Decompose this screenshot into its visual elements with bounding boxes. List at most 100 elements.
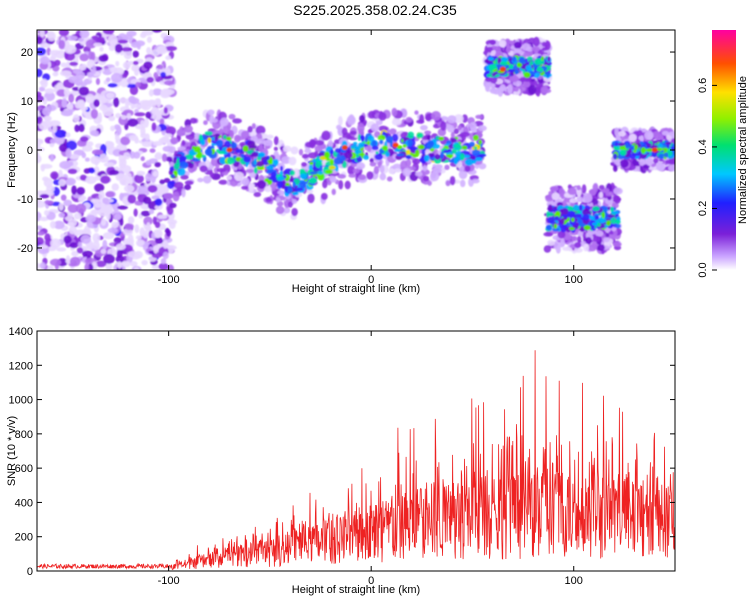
spectrogram-blob [46, 185, 55, 193]
spectrogram-blob [348, 173, 357, 178]
spectrogram-blob [567, 187, 577, 195]
spectrogram-blob [363, 154, 370, 160]
spectrogram-blob [416, 119, 425, 124]
snr-y-tick-label: 600 [15, 463, 33, 475]
spectrogram-blob [145, 173, 152, 182]
spectrogram-blob [79, 174, 87, 181]
spectrogram-blob [495, 46, 502, 56]
spectrogram-blob [596, 222, 601, 227]
colorbar-label: Normalized spectral amplitude [737, 76, 749, 224]
spectrogram-blob [80, 136, 89, 142]
spectrogram-blob [37, 142, 41, 148]
spectrogram-blob [146, 76, 154, 83]
spectrogram-blob [68, 93, 75, 103]
snr-x-tick-label: 100 [565, 575, 583, 587]
spectrogram-blob [153, 245, 159, 254]
spectrogram-blob [217, 151, 226, 155]
spectrogram-blob [170, 174, 175, 178]
spectrogram-blob [543, 232, 553, 237]
spectrogram-blob [382, 145, 388, 151]
spectrogram-y-tick-label: 20 [21, 47, 33, 59]
spectrogram-blob [110, 125, 116, 132]
spectrogram-blob [65, 35, 78, 41]
spectrogram-blob [107, 83, 118, 88]
spectrogram-blob [288, 156, 297, 166]
spectrogram-blob [615, 134, 620, 141]
spectrogram-blob [291, 207, 298, 217]
spectrogram-blob [100, 248, 107, 254]
spectrogram-blob [634, 144, 639, 151]
spectrogram-blob [317, 170, 324, 175]
spectrogram-blob [134, 224, 140, 234]
spectrogram-blob [478, 139, 482, 145]
spectrogram-blob [65, 255, 71, 265]
spectrogram-blob [98, 190, 105, 201]
spectrogram-blob [453, 157, 459, 165]
spectrogram-blob [86, 242, 94, 251]
spectrogram-blob [562, 246, 572, 251]
spectrogram-blob [299, 173, 308, 180]
spectrogram-blob [463, 154, 471, 159]
spectrogram-blob [422, 165, 428, 172]
spectrogram-blob [379, 172, 387, 181]
spectrogram-blob [346, 158, 353, 163]
spectrogram-blob [205, 159, 210, 168]
spectrogram-blob [67, 168, 78, 175]
spectrogram-blob [67, 204, 79, 213]
spectrogram-blob [273, 136, 279, 146]
spectrogram-blob [126, 83, 137, 88]
spectrogram-blob [486, 73, 493, 78]
spectrogram-blob [322, 180, 328, 189]
spectrogram-blob [60, 110, 73, 117]
spectrogram-blob [94, 183, 105, 192]
spectrogram-blob [173, 170, 178, 174]
spectrogram-blob [321, 130, 331, 141]
spectrogram-blob [82, 250, 93, 258]
spectrogram-blob [344, 180, 351, 190]
spectrogram-blob [407, 138, 413, 147]
spectrogram-blob [270, 171, 277, 179]
spectrogram-blob [317, 172, 325, 181]
spectrogram-blob [99, 104, 108, 111]
spectrogram-blob [489, 88, 498, 94]
spectrogram-blob [76, 247, 84, 254]
spectrogram-blob [595, 230, 604, 237]
spectrogram-blob [280, 165, 284, 172]
spectrogram-blob [127, 216, 135, 224]
spectrogram-blob [346, 115, 356, 126]
spectrogram-blob [255, 138, 266, 145]
spectrogram-blob [37, 236, 44, 246]
spectrogram-blob [247, 125, 253, 133]
spectrogram-blob [37, 262, 41, 269]
spectrogram-blob [264, 185, 272, 193]
spectrogram-blob [460, 131, 470, 138]
spectrogram-blob [269, 182, 277, 192]
spectrogram-blob [204, 131, 213, 136]
spectrogram-blob [143, 118, 149, 128]
snr-x-tick-label: -100 [158, 575, 180, 587]
spectrogram-blob [374, 153, 384, 161]
spectrogram-blob [193, 146, 202, 153]
spectrogram-blob [386, 176, 393, 182]
spectrogram-blob [435, 135, 439, 141]
spectrogram-blob [142, 230, 149, 239]
spectrogram-blob [560, 238, 565, 247]
spectrogram-blob [135, 239, 145, 247]
spectrogram-blob [77, 99, 86, 108]
spectrogram-blob [195, 153, 202, 159]
spectrogram-blob [544, 40, 551, 51]
spectrogram-blob [447, 115, 457, 124]
spectrogram-blob [373, 165, 380, 175]
spectrogram-blob [501, 58, 507, 63]
spectrogram-blob [375, 151, 379, 155]
spectrogram-blob [449, 175, 456, 186]
spectrogram-blob [64, 52, 76, 61]
spectrogram-blob [614, 127, 619, 137]
spectrogram-blob [545, 194, 554, 202]
spectrogram-blob [69, 256, 81, 267]
spectrogram-blob [275, 205, 285, 215]
spectrogram-blob [154, 198, 163, 207]
spectrogram-blob [158, 262, 169, 270]
spectrogram-blob [216, 139, 224, 148]
spectrogram-blob [347, 165, 355, 175]
